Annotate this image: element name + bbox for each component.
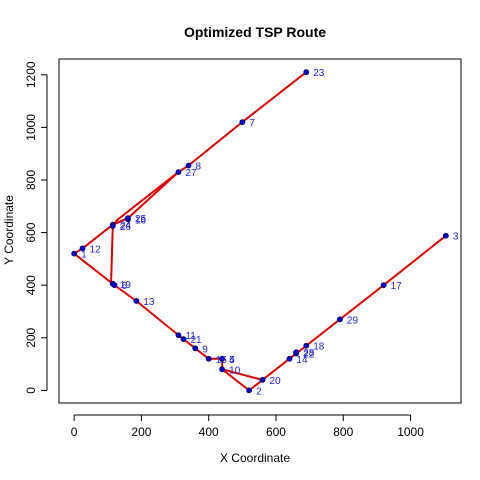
x-tick-label: 1000 bbox=[397, 425, 424, 439]
point-layer bbox=[71, 69, 449, 394]
x-tick-label: 200 bbox=[131, 425, 151, 439]
city-point bbox=[303, 69, 310, 76]
city-label: 15 bbox=[216, 355, 228, 366]
city-label: 13 bbox=[143, 297, 155, 308]
y-tick-label: 600 bbox=[24, 222, 38, 242]
city-point bbox=[259, 376, 266, 383]
chart-title: Optimized TSP Route bbox=[184, 24, 326, 40]
city-label: 27 bbox=[185, 168, 197, 179]
city-point bbox=[205, 355, 212, 362]
city-point bbox=[336, 316, 343, 323]
city-label: 6 bbox=[122, 281, 128, 292]
city-label: 4 bbox=[229, 355, 235, 366]
x-tick-label: 600 bbox=[266, 425, 286, 439]
city-point bbox=[180, 336, 187, 342]
city-point bbox=[219, 355, 226, 362]
city-point bbox=[219, 366, 226, 373]
city-label: 10 bbox=[229, 365, 241, 376]
city-label: 2 bbox=[256, 386, 262, 397]
city-label: 16 bbox=[135, 215, 147, 226]
y-tick-label: 400 bbox=[24, 275, 38, 295]
city-label: 25 bbox=[135, 214, 147, 225]
city-label: 1 bbox=[81, 250, 87, 261]
city-point bbox=[246, 387, 252, 394]
x-tick-label: 400 bbox=[199, 425, 219, 439]
city-point bbox=[303, 342, 310, 349]
y-tick-label: 0 bbox=[24, 387, 38, 394]
city-point bbox=[125, 215, 131, 222]
x-tick-label: 800 bbox=[333, 425, 353, 439]
city-label: 17 bbox=[391, 281, 403, 292]
city-point bbox=[380, 282, 387, 289]
y-axis-label: Y Coordinate bbox=[2, 195, 16, 265]
city-point bbox=[185, 162, 192, 169]
city-label: 20 bbox=[270, 376, 282, 387]
y-tick-label: 200 bbox=[24, 327, 38, 347]
city-point bbox=[175, 332, 182, 339]
city-point bbox=[79, 245, 86, 252]
city-point bbox=[239, 119, 246, 126]
city-point bbox=[71, 250, 78, 257]
city-label: 7 bbox=[249, 118, 255, 129]
city-point bbox=[109, 223, 116, 229]
city-point bbox=[111, 282, 118, 289]
city-label: 22 bbox=[303, 350, 315, 361]
city-label: 5 bbox=[229, 355, 235, 366]
city-label: 18 bbox=[313, 342, 325, 353]
city-label: 14 bbox=[296, 355, 308, 366]
city-label: 19 bbox=[120, 280, 132, 291]
city-label: 8 bbox=[196, 162, 202, 173]
x-axis-label: X Coordinate bbox=[220, 451, 290, 465]
y-axis: 0 200 400 600 800 1000 1200 bbox=[24, 61, 48, 394]
city-point bbox=[293, 349, 300, 356]
city-point bbox=[442, 232, 449, 239]
plot-area-frame bbox=[58, 58, 462, 404]
city-label: 3 bbox=[453, 232, 459, 243]
city-label: 9 bbox=[202, 344, 208, 355]
x-axis: 0 200 400 600 800 1000 bbox=[71, 414, 424, 439]
city-point bbox=[133, 298, 140, 304]
city-point bbox=[286, 355, 293, 362]
x-tick-label: 0 bbox=[71, 425, 78, 439]
label-layer: 2345891011121314151617181920212223242526… bbox=[81, 68, 459, 397]
city-label: 28 bbox=[303, 348, 315, 359]
city-label: 11 bbox=[185, 331, 196, 342]
city-label: 12 bbox=[90, 244, 102, 255]
city-point bbox=[175, 169, 182, 175]
city-label: 21 bbox=[190, 335, 202, 346]
city-label: 29 bbox=[347, 315, 359, 326]
city-label: 24 bbox=[120, 221, 132, 232]
city-point bbox=[192, 345, 199, 352]
y-tick-label: 1000 bbox=[24, 114, 38, 141]
y-tick-label: 1200 bbox=[24, 61, 38, 88]
city-label: 26 bbox=[120, 222, 132, 233]
y-tick-label: 800 bbox=[24, 170, 38, 190]
city-label: 23 bbox=[313, 68, 325, 79]
